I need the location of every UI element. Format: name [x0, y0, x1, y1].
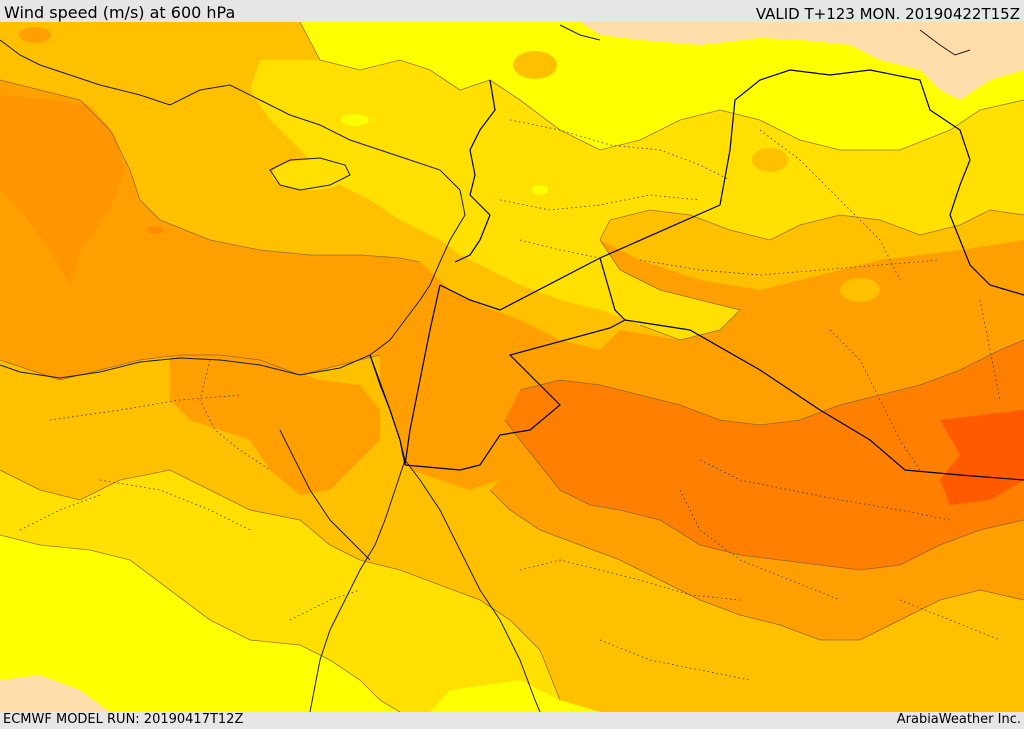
deep-orange-zone-se	[505, 340, 1024, 570]
blob-cyprus-area	[272, 160, 348, 190]
wind-speed-map	[0, 22, 1024, 712]
peach-zone-sw	[0, 675, 110, 712]
yellow-zone-sw	[0, 535, 400, 712]
gold-zone-center	[250, 60, 1024, 340]
title-bar: Wind speed (m/s) at 600 hPa VALID T+123 …	[0, 0, 1024, 23]
admin-boundaries	[19, 119, 1001, 681]
blob-small-4	[147, 226, 163, 234]
blob-small-3	[752, 148, 788, 172]
peach-zone-ne	[580, 22, 1024, 100]
credit: ArabiaWeather Inc.	[896, 712, 1021, 727]
model-run: ECMWF MODEL RUN: 20190417T12Z	[3, 712, 244, 727]
yellow-zone-n	[300, 22, 1024, 150]
blob-small-2	[532, 185, 548, 195]
gold-zone-south	[0, 470, 560, 712]
footer-bar: ECMWF MODEL RUN: 20190417T12Z ArabiaWeat…	[0, 712, 1024, 729]
blob-small-6	[19, 27, 51, 43]
blob-small-8	[576, 214, 604, 226]
blob-small-5	[840, 278, 880, 302]
yellow-zone-s	[430, 680, 600, 712]
map-svg	[0, 22, 1024, 712]
blob-small-7	[513, 51, 557, 79]
valid-time: VALID T+123 MON. 20190422T15Z	[755, 5, 1020, 23]
blob-small-1	[341, 114, 369, 126]
map-title: Wind speed (m/s) at 600 hPa	[4, 3, 236, 22]
coastlines	[0, 24, 971, 712]
orange-zone-west-core	[0, 95, 125, 285]
country-borders	[369, 69, 1024, 481]
red-orange-core	[940, 410, 1024, 505]
orange-zone-sinai	[170, 350, 380, 495]
